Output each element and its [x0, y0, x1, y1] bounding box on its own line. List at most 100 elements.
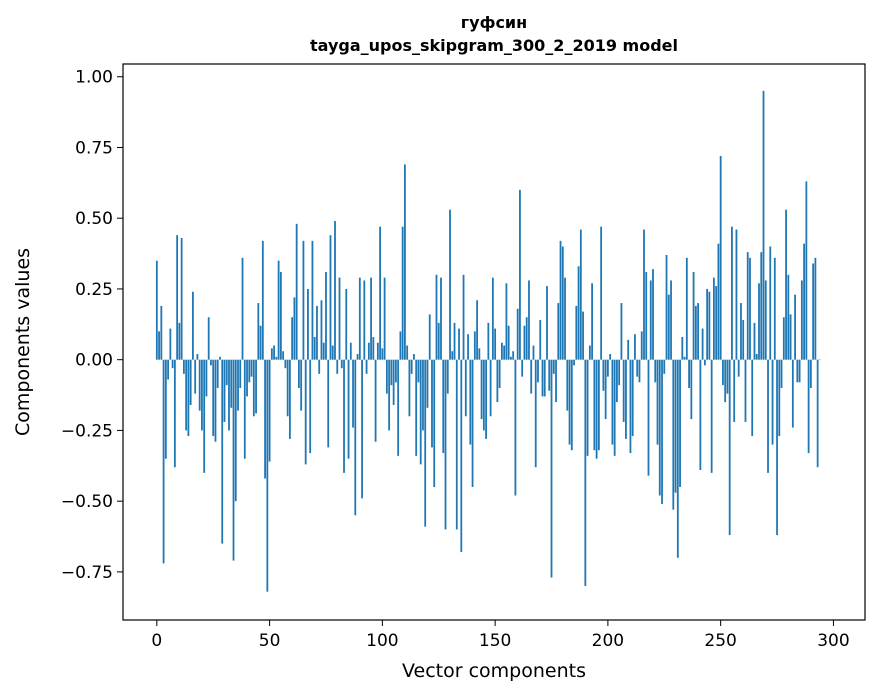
bar	[185, 359, 188, 431]
bar	[419, 359, 422, 465]
bar	[570, 359, 573, 451]
x-tick-label: 250	[704, 631, 736, 651]
bar	[749, 257, 751, 360]
bar	[268, 359, 271, 462]
bar	[298, 359, 300, 388]
y-tick-label: −0.50	[61, 492, 113, 512]
x-tick-label: 200	[592, 631, 624, 651]
bar	[658, 359, 661, 496]
bar	[717, 243, 720, 360]
bar	[706, 288, 709, 360]
bar	[782, 317, 785, 360]
bar	[805, 181, 808, 360]
y-tick-label: 0.50	[75, 209, 113, 229]
bar	[331, 345, 334, 360]
bar	[789, 314, 792, 360]
bar	[406, 345, 409, 360]
bar	[394, 359, 397, 383]
bar	[489, 359, 492, 417]
bar	[814, 257, 817, 360]
bar	[769, 246, 772, 360]
bar	[543, 359, 546, 397]
bar	[773, 257, 776, 360]
bar	[205, 359, 208, 397]
bar	[564, 277, 566, 360]
x-tick-label: 50	[259, 631, 281, 651]
chart-title: гуфсин	[461, 13, 527, 32]
bar	[604, 359, 607, 420]
bar	[733, 359, 736, 422]
bar	[189, 359, 192, 405]
bar	[701, 328, 704, 360]
y-tick-label: 0.00	[75, 351, 113, 371]
bar	[212, 359, 215, 437]
bar	[160, 305, 163, 360]
bar	[182, 359, 185, 374]
y-axis: −0.75 −0.50 −0.25 0.00 0.25 0.50 0.75 1.00	[61, 68, 123, 583]
bar	[618, 359, 621, 386]
bar	[521, 359, 524, 377]
bar	[232, 359, 235, 561]
bar	[548, 359, 551, 391]
bar	[334, 221, 336, 360]
bar	[246, 359, 248, 397]
bar	[482, 359, 485, 431]
bar	[162, 359, 165, 564]
bar	[796, 359, 799, 383]
y-tick-label: −0.25	[61, 421, 113, 441]
bar	[476, 300, 478, 360]
bar	[284, 359, 287, 369]
bar	[363, 280, 366, 360]
bar	[171, 359, 174, 369]
bar	[349, 342, 352, 360]
bar	[579, 229, 582, 360]
bar	[367, 342, 370, 360]
bar	[237, 359, 239, 411]
bar	[740, 303, 742, 360]
bar	[685, 257, 688, 360]
bar	[613, 359, 616, 456]
bar	[724, 359, 727, 403]
bar	[316, 305, 318, 360]
bar	[282, 351, 285, 360]
bar	[196, 354, 199, 360]
bar	[252, 359, 255, 417]
bar	[422, 359, 424, 431]
bar	[255, 359, 257, 414]
bar	[767, 359, 769, 473]
bar	[656, 359, 659, 445]
bar	[275, 356, 278, 360]
bar	[586, 359, 589, 456]
bar	[187, 359, 190, 437]
bar	[516, 308, 519, 360]
bar	[390, 359, 393, 386]
bar	[446, 359, 449, 394]
chart-subtitle: tayga_upos_skipgram_300_2_2019 model	[310, 36, 678, 55]
bar	[207, 317, 210, 360]
bar	[764, 280, 767, 360]
bar	[223, 359, 226, 422]
bar	[325, 271, 327, 360]
bar	[320, 300, 323, 360]
bar	[776, 359, 778, 536]
plot-frame	[122, 63, 866, 621]
bar	[498, 359, 501, 388]
bar	[164, 359, 167, 459]
bar	[291, 317, 294, 360]
bar	[293, 297, 296, 360]
bar	[550, 359, 553, 578]
bar	[329, 235, 332, 360]
bar	[787, 274, 790, 360]
bar	[573, 359, 575, 366]
bar	[737, 359, 740, 377]
bar	[722, 359, 724, 386]
bar	[634, 334, 636, 360]
bar	[455, 359, 458, 530]
bar	[728, 359, 731, 536]
bar	[201, 359, 203, 431]
bar	[388, 359, 391, 431]
bar	[460, 359, 463, 553]
bar	[250, 359, 253, 377]
bar	[568, 359, 571, 445]
bar	[778, 359, 781, 437]
